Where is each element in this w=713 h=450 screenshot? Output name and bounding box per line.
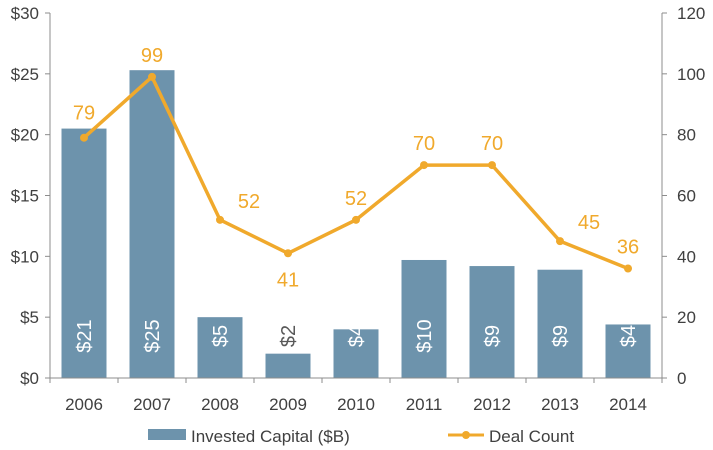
- deal-count-point-2014: [624, 264, 632, 273]
- y-left-tick-label: $10: [11, 247, 39, 266]
- x-tick-label-2011: 2011: [406, 395, 443, 414]
- axes-layer: $0 $5 $10 $15 $20 $25 $30 0 20 40 60 80 100 120 2006 20…: [11, 4, 706, 414]
- bar-2014: [605, 324, 651, 378]
- bar-2008: [197, 317, 243, 378]
- x-tick-label-2007: 2007: [133, 395, 171, 414]
- deal-count-label-2008: 52: [238, 191, 260, 213]
- deal-count-label-2007: 99: [141, 45, 163, 67]
- legend-label-bar: Invested Capital ($B): [191, 427, 350, 446]
- bar-label-2012: $9: [482, 325, 504, 347]
- deal-count-label-2014: 36: [617, 237, 639, 259]
- deal-count-point-2010: [352, 215, 360, 224]
- y-left-tick-label: $0: [20, 369, 39, 388]
- x-tick-label-2010: 2010: [337, 395, 375, 414]
- bar-2007: [129, 70, 175, 378]
- deal-count-point-2012: [488, 161, 496, 170]
- deal-count-point-2013: [556, 237, 564, 246]
- bar-2010: [333, 329, 379, 378]
- y-right-tick-label: 0: [677, 369, 686, 388]
- bar-2009: [265, 353, 311, 378]
- y-left-tick-label: $30: [11, 4, 39, 23]
- deal-count-point-2006: [80, 133, 88, 142]
- y-right-tick-label: 40: [677, 247, 696, 266]
- deal-count-point-2007: [148, 72, 156, 81]
- deal-count-label-2011: 70: [413, 133, 435, 155]
- y-right-tick-label: 80: [677, 126, 696, 145]
- bar-2006: [61, 128, 107, 378]
- deal-count-label-2006: 79: [73, 103, 95, 125]
- deal-count-label-2013: 45: [578, 212, 600, 234]
- deal-count-label-2012: 70: [481, 133, 503, 155]
- bar-label-2008: $5: [210, 325, 232, 347]
- bar-label-2006: $21: [74, 319, 96, 352]
- bar-label-2013: $9: [550, 325, 572, 347]
- bar-2011: [401, 259, 447, 378]
- bar-label-2014: $4: [618, 325, 640, 347]
- y-right-tick-label: 120: [677, 4, 705, 23]
- bar-label-2011: $10: [414, 319, 436, 352]
- legend-swatch-marker: [462, 431, 470, 439]
- bar-label-2007: $25: [142, 319, 164, 352]
- line-layer: 79 99 52 41 52 70 70 45 36: [73, 45, 639, 291]
- deal-count-label-2009: 41: [277, 269, 299, 291]
- y-right-tick-label: 60: [677, 187, 696, 206]
- x-tick-label-2008: 2008: [201, 395, 239, 414]
- bars-layer: $21 $25 $5 $2 $4 $10 $9 $9 $4: [61, 70, 651, 378]
- y-left-tick-label: $25: [11, 65, 39, 84]
- deal-count-label-2010: 52: [345, 188, 367, 210]
- y-left-tick-label: $15: [11, 187, 39, 206]
- x-tick-label-2009: 2009: [269, 395, 307, 414]
- y-left-tick-label: $5: [20, 308, 39, 327]
- bar-label-2009: $2: [278, 325, 300, 347]
- bar-2013: [537, 269, 583, 378]
- y-right-tick-label: 20: [677, 308, 696, 327]
- y-left-tick-label: $20: [11, 126, 39, 145]
- deal-count-point-2009: [284, 249, 292, 258]
- bar-label-2010: $4: [346, 325, 368, 347]
- x-tick-label-2014: 2014: [609, 395, 647, 414]
- x-tick-label-2013: 2013: [541, 395, 579, 414]
- x-tick-label-2012: 2012: [473, 395, 511, 414]
- deal-count-point-2011: [420, 161, 428, 170]
- y-right-tick-label: 100: [677, 65, 705, 84]
- bar-2012: [469, 266, 515, 378]
- legend: Invested Capital ($B) Deal Count: [148, 427, 574, 446]
- legend-label-line: Deal Count: [489, 427, 574, 446]
- x-tick-label-2006: 2006: [65, 395, 103, 414]
- deal-count-point-2008: [216, 215, 224, 224]
- legend-swatch-bar: [148, 429, 186, 440]
